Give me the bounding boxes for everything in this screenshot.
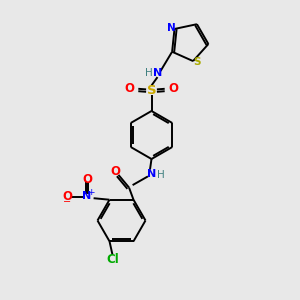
Text: +: +: [88, 188, 95, 197]
Text: O: O: [62, 190, 72, 202]
Text: O: O: [82, 173, 92, 186]
Text: S: S: [193, 57, 200, 67]
Text: N: N: [167, 23, 175, 33]
Text: O: O: [169, 82, 179, 95]
Text: O: O: [124, 82, 134, 95]
Text: N: N: [153, 68, 162, 79]
Text: Cl: Cl: [107, 254, 119, 266]
Text: H: H: [157, 170, 164, 181]
Text: S: S: [147, 83, 156, 97]
Text: N: N: [82, 191, 91, 201]
Text: H: H: [145, 68, 153, 78]
Text: N: N: [147, 169, 156, 179]
Text: O: O: [110, 165, 120, 178]
Text: −: −: [63, 197, 72, 207]
